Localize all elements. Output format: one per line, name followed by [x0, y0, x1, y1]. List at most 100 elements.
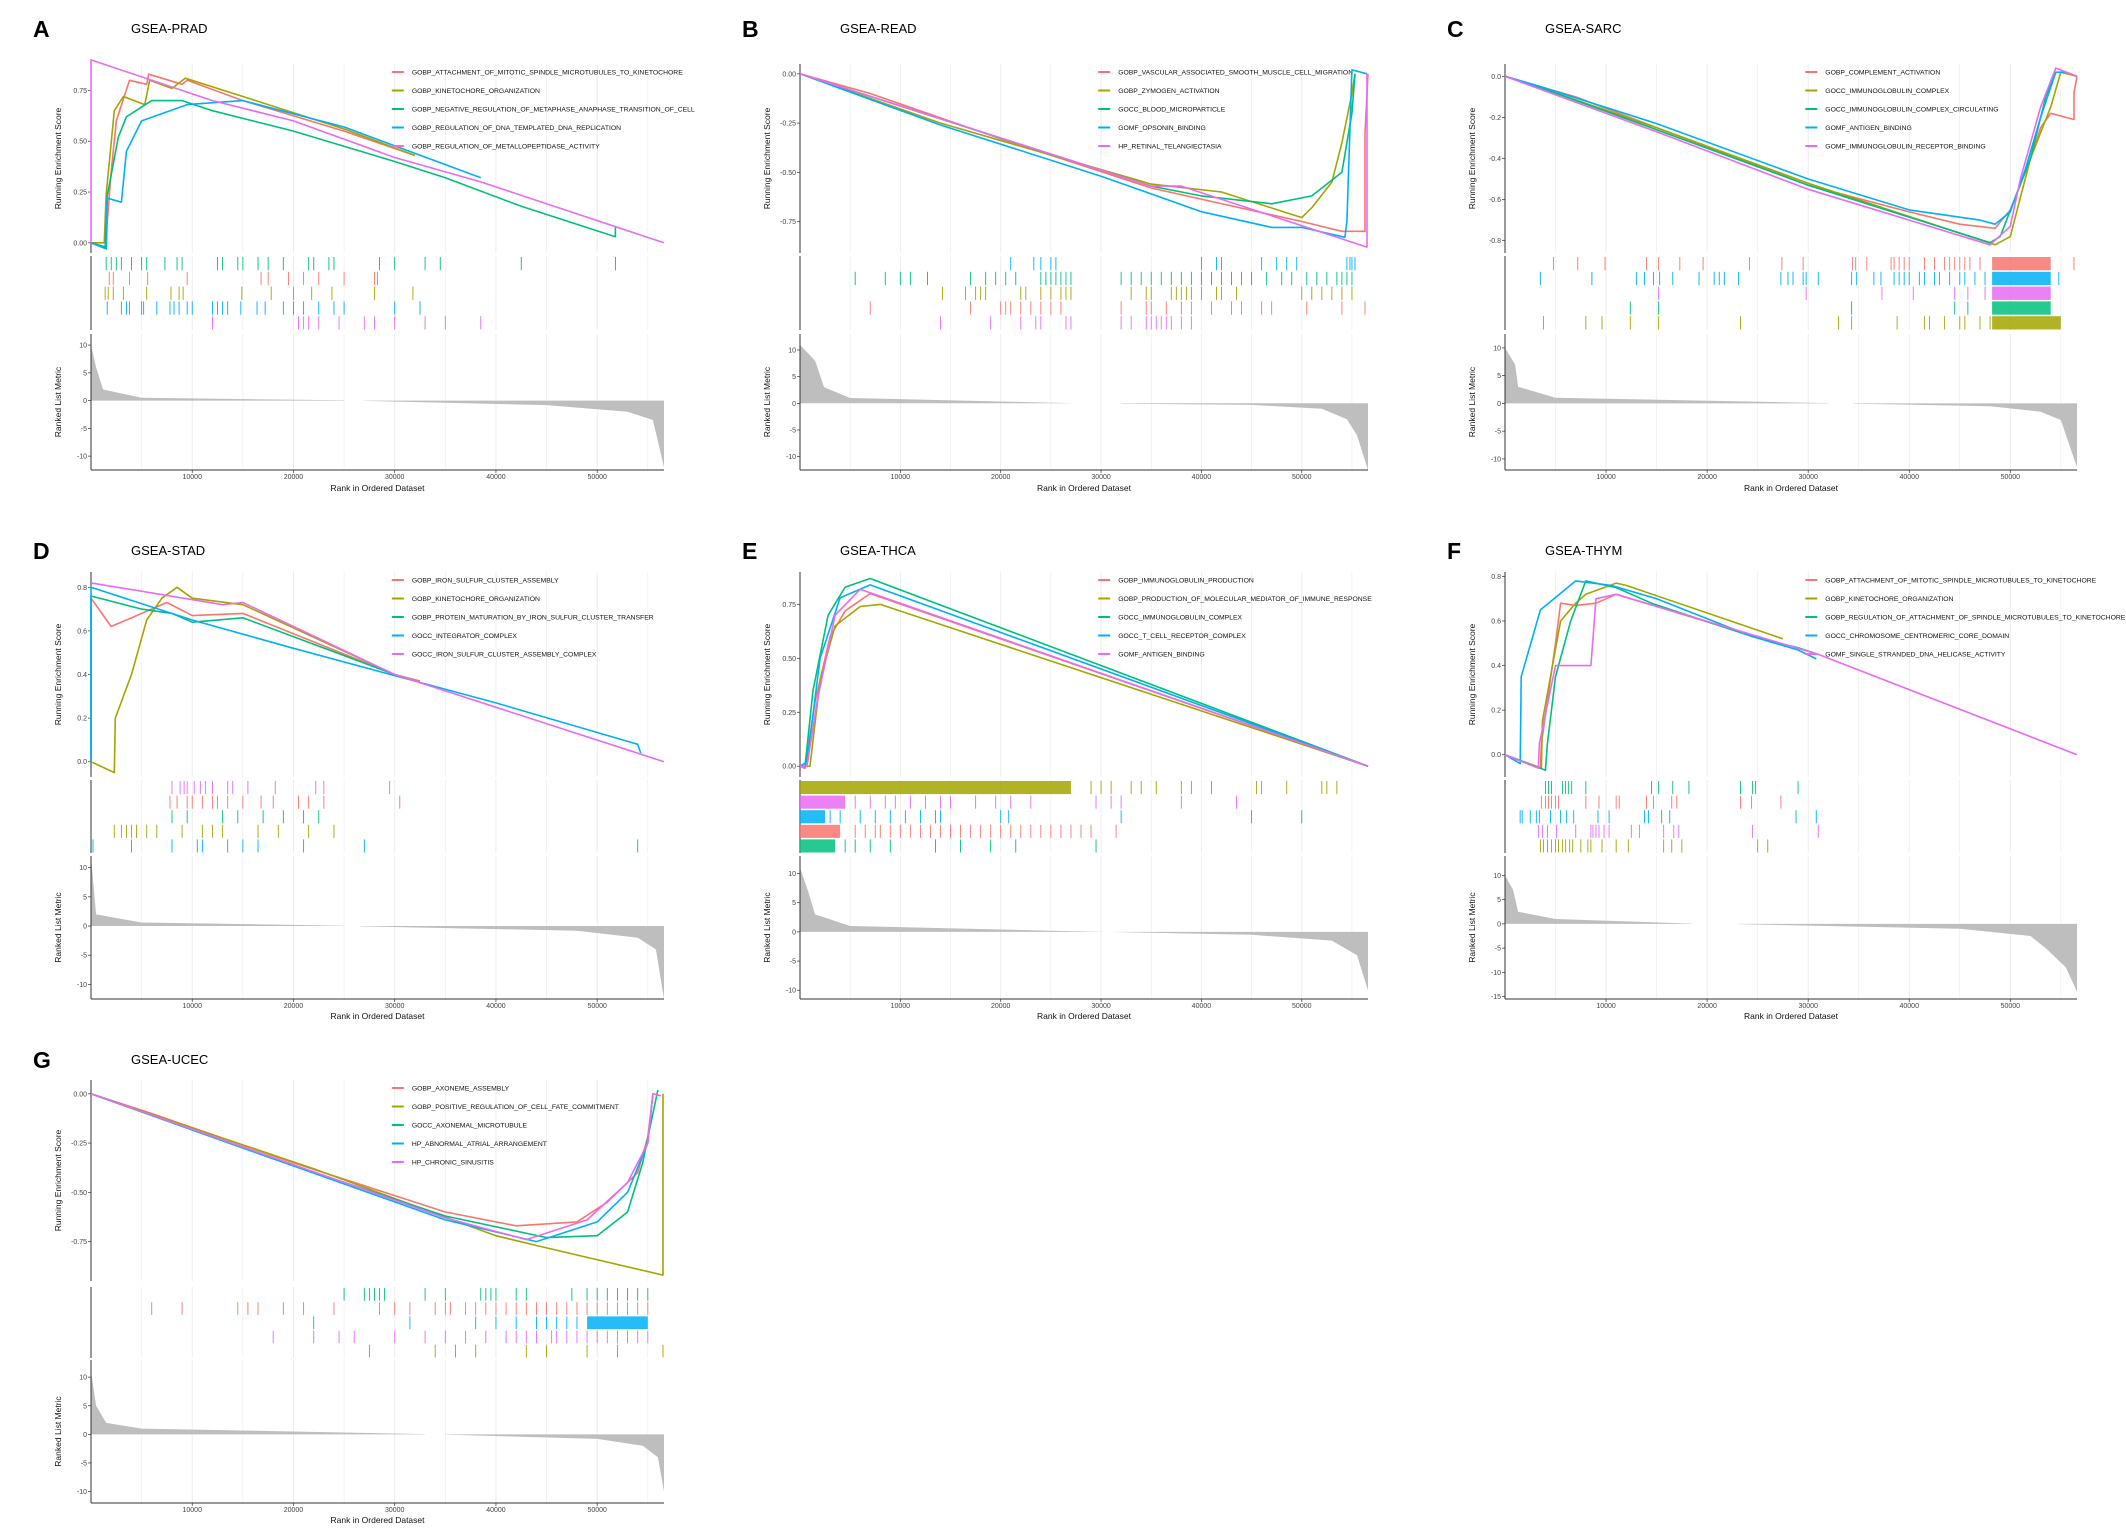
es-curve-pink: [1504, 67, 2078, 246]
es-tick-label: 0.00: [782, 71, 796, 78]
panel-title: GSEA-STAD: [131, 543, 205, 558]
es-axis-label: Running Enrichment Score: [53, 1129, 63, 1231]
ranked-tick-label: 10: [79, 865, 87, 872]
ranked-tick-label: -5: [1495, 946, 1501, 953]
x-tick-label: 50000: [2001, 1003, 2021, 1010]
es-curve-blue: [90, 99, 482, 250]
x-axis-label: Rank in Ordered Dataset: [1037, 483, 1132, 493]
hit-block-red: [1992, 257, 2051, 271]
hit-block-red: [800, 824, 841, 838]
legend-label: GOCC_CHROMOSOME_CENTROMERIC_CORE_DOMAIN: [1825, 633, 2009, 640]
gsea-panel-c: C GSEA-SARC 0.0 -0.2 -0.4 -0.6 -0.8 Running Enr…: [1447, 16, 2078, 493]
panel-title: GSEA-THYM: [1545, 543, 1622, 558]
x-tick-label: 20000: [991, 474, 1011, 481]
es-axis-label: Running Enrichment Score: [53, 107, 63, 209]
hit-block-pink: [1992, 286, 2051, 300]
es-axis-label: Running Enrichment Score: [1467, 107, 1477, 209]
legend-label: GOBP_AXONEME_ASSEMBLY: [412, 1085, 510, 1092]
ranked-metric-area: [1505, 875, 1692, 924]
x-tick-label: 50000: [1292, 1003, 1312, 1010]
ranked-metric-area: [364, 400, 664, 468]
ranked-tick-label: 0: [1497, 921, 1501, 928]
legend-label: GOBP_COMPLEMENT_ACTIVATION: [1825, 69, 1940, 76]
es-tick-label: 0.25: [782, 710, 796, 717]
legend-label: GOMF_OPSONIN_BINDING: [1118, 125, 1206, 132]
x-tick-label: 50000: [587, 474, 607, 481]
legend-label: GOBP_REGULATION_OF_DNA_TEMPLATED_DNA_REP…: [412, 125, 621, 132]
gsea-panel-e: E GSEA-THCA 0.00 0.25 0.50 0.75 Running Enrich…: [742, 538, 1372, 1021]
legend-label: GOBP_PROTEIN_MATURATION_BY_IRON_SULFUR_C…: [412, 614, 654, 621]
hit-block-pink: [800, 795, 846, 809]
legend-label: GOCC_IMMUNOGLOBULIN_COMPLEX_CIRCULATING: [1825, 106, 1998, 113]
es-tick-label: 0.6: [1491, 619, 1501, 626]
ranked-axis-label: Ranked List Metric: [53, 366, 63, 437]
panel-title: GSEA-READ: [840, 21, 917, 36]
es-curve-blue: [799, 584, 1369, 767]
ranked-axis-label: Ranked List Metric: [1467, 366, 1477, 437]
ranked-tick-label: -10: [77, 454, 87, 461]
x-axis-label: Rank in Ordered Dataset: [330, 1011, 425, 1021]
legend-label: GOBP_POSITIVE_REGULATION_OF_CELL_FATE_CO…: [412, 1104, 619, 1111]
es-tick-label: -0.6: [1489, 197, 1501, 204]
es-curve-red: [90, 1093, 654, 1227]
es-tick-label: 0.8: [1491, 574, 1501, 581]
legend-label: GOMF_ANTIGEN_BINDING: [1825, 125, 1911, 132]
gsea-panel-g: G GSEA-UCEC 0.00 -0.25 -0.50 -0.75 Running Enr…: [33, 1047, 664, 1525]
ranked-axis-label: Ranked List Metric: [53, 1396, 63, 1467]
legend-label: GOCC_IMMUNOGLOBULIN_COMPLEX: [1118, 614, 1242, 621]
ranked-metric-area: [800, 344, 1071, 404]
legend-label: HP_CHRONIC_SINUSITIS: [412, 1159, 494, 1166]
x-tick-label: 50000: [587, 1003, 607, 1010]
legend-label: GOBP_REGULATION_OF_METALLOPEPTIDASE_ACTI…: [412, 143, 600, 150]
es-curve-blue: [90, 586, 642, 762]
x-axis-label: Rank in Ordered Dataset: [1744, 1011, 1839, 1021]
x-tick-label: 40000: [486, 474, 506, 481]
es-curve-pink: [90, 582, 665, 763]
x-tick-label: 10000: [1596, 474, 1616, 481]
gsea-panel-a: A GSEA-PRAD 0.00 0.25 0.50 0.75 Running Enrich…: [33, 16, 695, 493]
legend-label: GOCC_IMMUNOGLOBULIN_COMPLEX: [1825, 88, 1949, 95]
legend-label: GOMF_ANTIGEN_BINDING: [1118, 651, 1204, 658]
ranked-tick-label: 5: [792, 374, 796, 381]
es-tick-label: 0.0: [1491, 752, 1501, 759]
es-tick-label: 0.4: [1491, 663, 1501, 670]
ranked-tick-label: 10: [79, 1375, 87, 1382]
es-tick-label: -0.50: [71, 1190, 87, 1197]
x-tick-label: 20000: [284, 474, 304, 481]
es-curve-blue: [1504, 580, 1817, 765]
legend-label: GOBP_ZYMOGEN_ACTIVATION: [1118, 88, 1219, 95]
ranked-tick-label: 5: [792, 900, 796, 907]
es-curve-red: [1504, 75, 2078, 230]
ranked-tick-label: -5: [81, 1460, 87, 1467]
ranked-metric-area: [91, 1371, 426, 1435]
legend-label: GOBP_IRON_SULFUR_CLUSTER_ASSEMBLY: [412, 577, 559, 584]
ranked-tick-label: 5: [1497, 897, 1501, 904]
ranked-tick-label: 0: [792, 929, 796, 936]
es-curve-pink: [90, 1093, 662, 1241]
x-tick-label: 20000: [991, 1003, 1011, 1010]
es-curve-red: [1504, 593, 1779, 769]
ranked-tick-label: -10: [77, 1489, 87, 1496]
x-tick-label: 20000: [284, 1507, 304, 1514]
es-curve-pink: [1504, 593, 2078, 769]
es-tick-label: 0.4: [77, 672, 87, 679]
ranked-tick-label: -10: [1491, 970, 1501, 977]
es-curve-olive: [90, 1093, 664, 1276]
es-tick-label: -0.75: [780, 219, 796, 226]
ranked-tick-label: 5: [1497, 373, 1501, 380]
es-tick-label: 0.8: [77, 585, 87, 592]
es-axis-label: Running Enrichment Score: [1467, 623, 1477, 725]
panel-letter: F: [1447, 538, 1461, 564]
x-tick-label: 10000: [183, 1507, 203, 1514]
ranked-tick-label: 10: [788, 871, 796, 878]
es-curve-olive: [91, 77, 416, 244]
ranked-tick-label: -5: [790, 428, 796, 435]
x-tick-label: 50000: [587, 1507, 607, 1514]
x-tick-label: 30000: [1798, 1003, 1818, 1010]
x-tick-label: 20000: [1697, 1003, 1717, 1010]
legend-label: GOMF_SINGLE_STRANDED_DNA_HELICASE_ACTIVI…: [1825, 651, 2006, 658]
panel-letter: A: [33, 16, 50, 42]
panel-title: GSEA-UCEC: [131, 1052, 208, 1067]
ranked-metric-area: [91, 345, 345, 401]
hit-block-blue: [800, 810, 826, 824]
